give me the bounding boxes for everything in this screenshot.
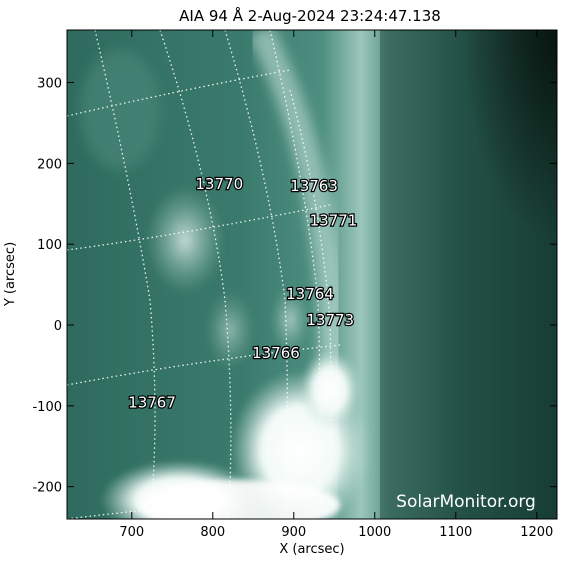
y-tick-label: 100 <box>37 238 62 253</box>
active-region-label: 13766 <box>252 344 300 362</box>
y-tick-label: -200 <box>32 481 62 496</box>
active-region-label: 13771 <box>310 212 358 230</box>
y-tick-label: -100 <box>32 400 62 415</box>
heliographic-grid-line <box>94 30 156 519</box>
x-tick-label: 1200 <box>520 525 553 540</box>
x-tick-label: 1000 <box>358 525 391 540</box>
y-axis-ticks: 300 200 100 0 -100 -200 <box>32 77 557 496</box>
sun-image <box>67 30 557 519</box>
y-tick-label: 0 <box>54 319 62 334</box>
y-tick-label: 300 <box>37 77 62 92</box>
active-region-label: 13767 <box>128 393 176 411</box>
y-axis-label: Y (arcsec) <box>3 242 18 307</box>
plot-title: AIA 94 Å 2-Aug-2024 23:24:47.138 <box>179 6 441 25</box>
active-region-label: 13773 <box>306 311 354 329</box>
x-tick-label: 800 <box>200 525 225 540</box>
active-region-label: 13764 <box>286 285 334 303</box>
x-tick-label: 700 <box>119 525 144 540</box>
x-tick-label: 900 <box>281 525 306 540</box>
x-axis-ticks: 700 800 900 1000 1100 1200 <box>119 30 553 540</box>
plot-frame <box>66 29 558 520</box>
y-tick-label: 200 <box>37 157 62 172</box>
x-axis-label: X (arcsec) <box>279 542 344 557</box>
active-region-labels: 13770 13763 13771 13764 13773 13766 13767 <box>127 174 359 413</box>
active-region-label: 13770 <box>195 175 243 193</box>
active-region-label: 13763 <box>290 177 338 195</box>
heliographic-grid-line <box>159 30 232 519</box>
solarmonitor-watermark: SolarMonitor.org <box>396 492 536 512</box>
x-tick-label: 1100 <box>439 525 472 540</box>
